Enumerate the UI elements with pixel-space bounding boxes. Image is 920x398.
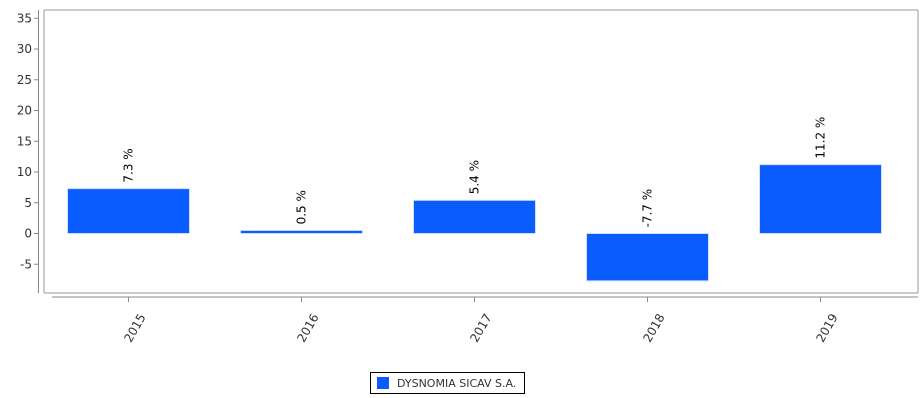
data-label-2016: 0.5 %	[295, 190, 309, 224]
x-tick-label-2016: 2016	[294, 311, 321, 344]
y-tick-label: -5	[20, 257, 32, 271]
bar-2016	[240, 229, 363, 235]
y-tick-label: 10	[17, 165, 32, 179]
x-tick-label-2017: 2017	[467, 311, 494, 344]
y-tick-label: 15	[17, 134, 32, 148]
legend-label: DYSNOMIA SICAV S.A.	[397, 376, 517, 390]
legend-swatch	[377, 377, 389, 389]
x-tick-label-2015: 2015	[121, 311, 148, 344]
y-tick-label: 35	[17, 11, 32, 25]
bar-2017	[413, 199, 536, 234]
data-label-2015: 7.3 %	[122, 148, 136, 182]
x-tick-label-2018: 2018	[640, 311, 667, 344]
y-tick-label: 5	[24, 196, 32, 210]
y-tick-label: 20	[17, 104, 32, 118]
bar-2015	[67, 188, 190, 234]
legend: DYSNOMIA SICAV S.A.	[370, 372, 526, 394]
x-tick-label-2019: 2019	[813, 311, 840, 344]
data-label-2017: 5.4 %	[468, 160, 482, 194]
data-label-2019: 11.2 %	[814, 117, 828, 159]
y-tick-label: 30	[17, 42, 32, 56]
bar-2018	[586, 233, 709, 282]
y-tick-label: 25	[17, 73, 32, 87]
y-tick-label: 0	[24, 227, 32, 241]
data-label-2018: -7.7 %	[641, 189, 655, 228]
bar-2019	[759, 164, 882, 234]
